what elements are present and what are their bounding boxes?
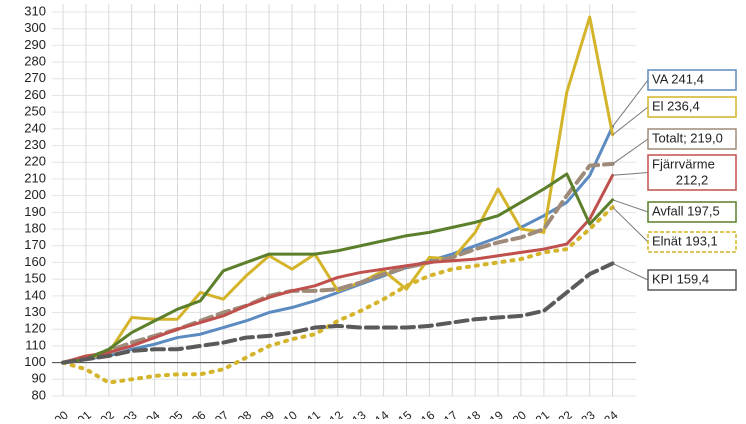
y-tick-label: 190 [24, 204, 46, 219]
y-tick-label: 100 [24, 354, 46, 369]
y-tick-label: 240 [24, 120, 46, 135]
y-tick-label: 110 [25, 337, 46, 352]
series-label: 212,2 [676, 172, 709, 187]
y-tick-label: 160 [24, 254, 46, 269]
y-tick-label: 250 [24, 104, 46, 119]
x-tick-label: -11 [301, 408, 323, 419]
leader-line [612, 106, 649, 136]
label-box [647, 154, 737, 191]
label-box [647, 69, 737, 91]
series-line [61, 173, 615, 365]
x-tick-label: -19 [484, 408, 507, 419]
series-line [61, 172, 615, 365]
x-tick-label: -02 [94, 408, 117, 419]
series-label: Totalt; 219,0 [652, 130, 723, 145]
x-tick-label: 00 [52, 408, 71, 419]
series-label: El 236,4 [652, 98, 700, 113]
leader-line [612, 262, 649, 281]
x-tick-label: -01 [72, 408, 95, 419]
x-tick-label: -20 [507, 408, 530, 419]
x-tick-label: -10 [278, 408, 301, 419]
x-tick-label: -24 [598, 408, 621, 419]
y-tick-label: 170 [24, 237, 46, 252]
x-tick-label: -23 [575, 408, 598, 419]
x-tick-label: -21 [530, 408, 553, 419]
series-label: VA 241,4 [652, 71, 704, 86]
y-tick-label: 230 [24, 137, 46, 152]
label-box [647, 201, 737, 223]
x-tick-label: -16 [415, 408, 438, 419]
x-tick-label: -06 [186, 408, 209, 419]
leader-line [612, 199, 649, 213]
y-tick-label: 210 [24, 170, 46, 185]
x-tick-label: -15 [392, 408, 415, 419]
series-line [61, 205, 615, 385]
x-tick-label: -22 [552, 408, 575, 419]
series-label: Fjärrvärme [652, 156, 715, 171]
y-tick-label: 90 [32, 371, 46, 386]
series-line [61, 161, 615, 365]
x-tick-label: -03 [117, 408, 140, 419]
label-box [647, 128, 737, 150]
y-tick-label: 290 [24, 37, 46, 52]
x-tick-label: -05 [163, 408, 186, 419]
y-tick-label: 220 [24, 154, 46, 169]
x-tick-label: -13 [346, 408, 369, 419]
y-tick-label: 150 [24, 271, 46, 286]
series-label: Avfall 197,5 [652, 203, 720, 218]
x-tick-label: -08 [232, 408, 255, 419]
y-tick-label: 310 [24, 3, 46, 18]
y-tick-label: 180 [24, 220, 46, 235]
y-tick-label: 80 [32, 387, 46, 402]
x-tick-label: -07 [209, 408, 232, 419]
y-tick-label: 200 [24, 187, 46, 202]
x-tick-label: -18 [461, 408, 484, 419]
label-box [647, 269, 737, 291]
x-tick-label: -12 [323, 408, 346, 419]
y-tick-label: 280 [24, 54, 46, 69]
y-tick-label: 260 [24, 87, 46, 102]
x-tick-label: -04 [140, 408, 163, 419]
label-box [647, 96, 737, 118]
x-tick-label: -09 [255, 408, 278, 419]
leader-line [612, 172, 649, 176]
series-label: Elnät 193,1 [652, 233, 718, 248]
y-tick-label: 140 [24, 287, 46, 302]
x-tick-label: -14 [369, 408, 392, 419]
y-tick-label: 300 [24, 20, 46, 35]
y-tick-label: 270 [24, 70, 46, 85]
y-tick-label: 130 [24, 304, 46, 319]
y-tick-label: 120 [24, 321, 46, 336]
x-tick-label: -17 [438, 408, 461, 419]
leader-line [612, 79, 649, 127]
label-box [647, 231, 737, 253]
series-label: KPI 159,4 [652, 271, 709, 286]
series-line [61, 261, 615, 365]
leader-line [612, 206, 649, 243]
leader-line [612, 138, 649, 165]
